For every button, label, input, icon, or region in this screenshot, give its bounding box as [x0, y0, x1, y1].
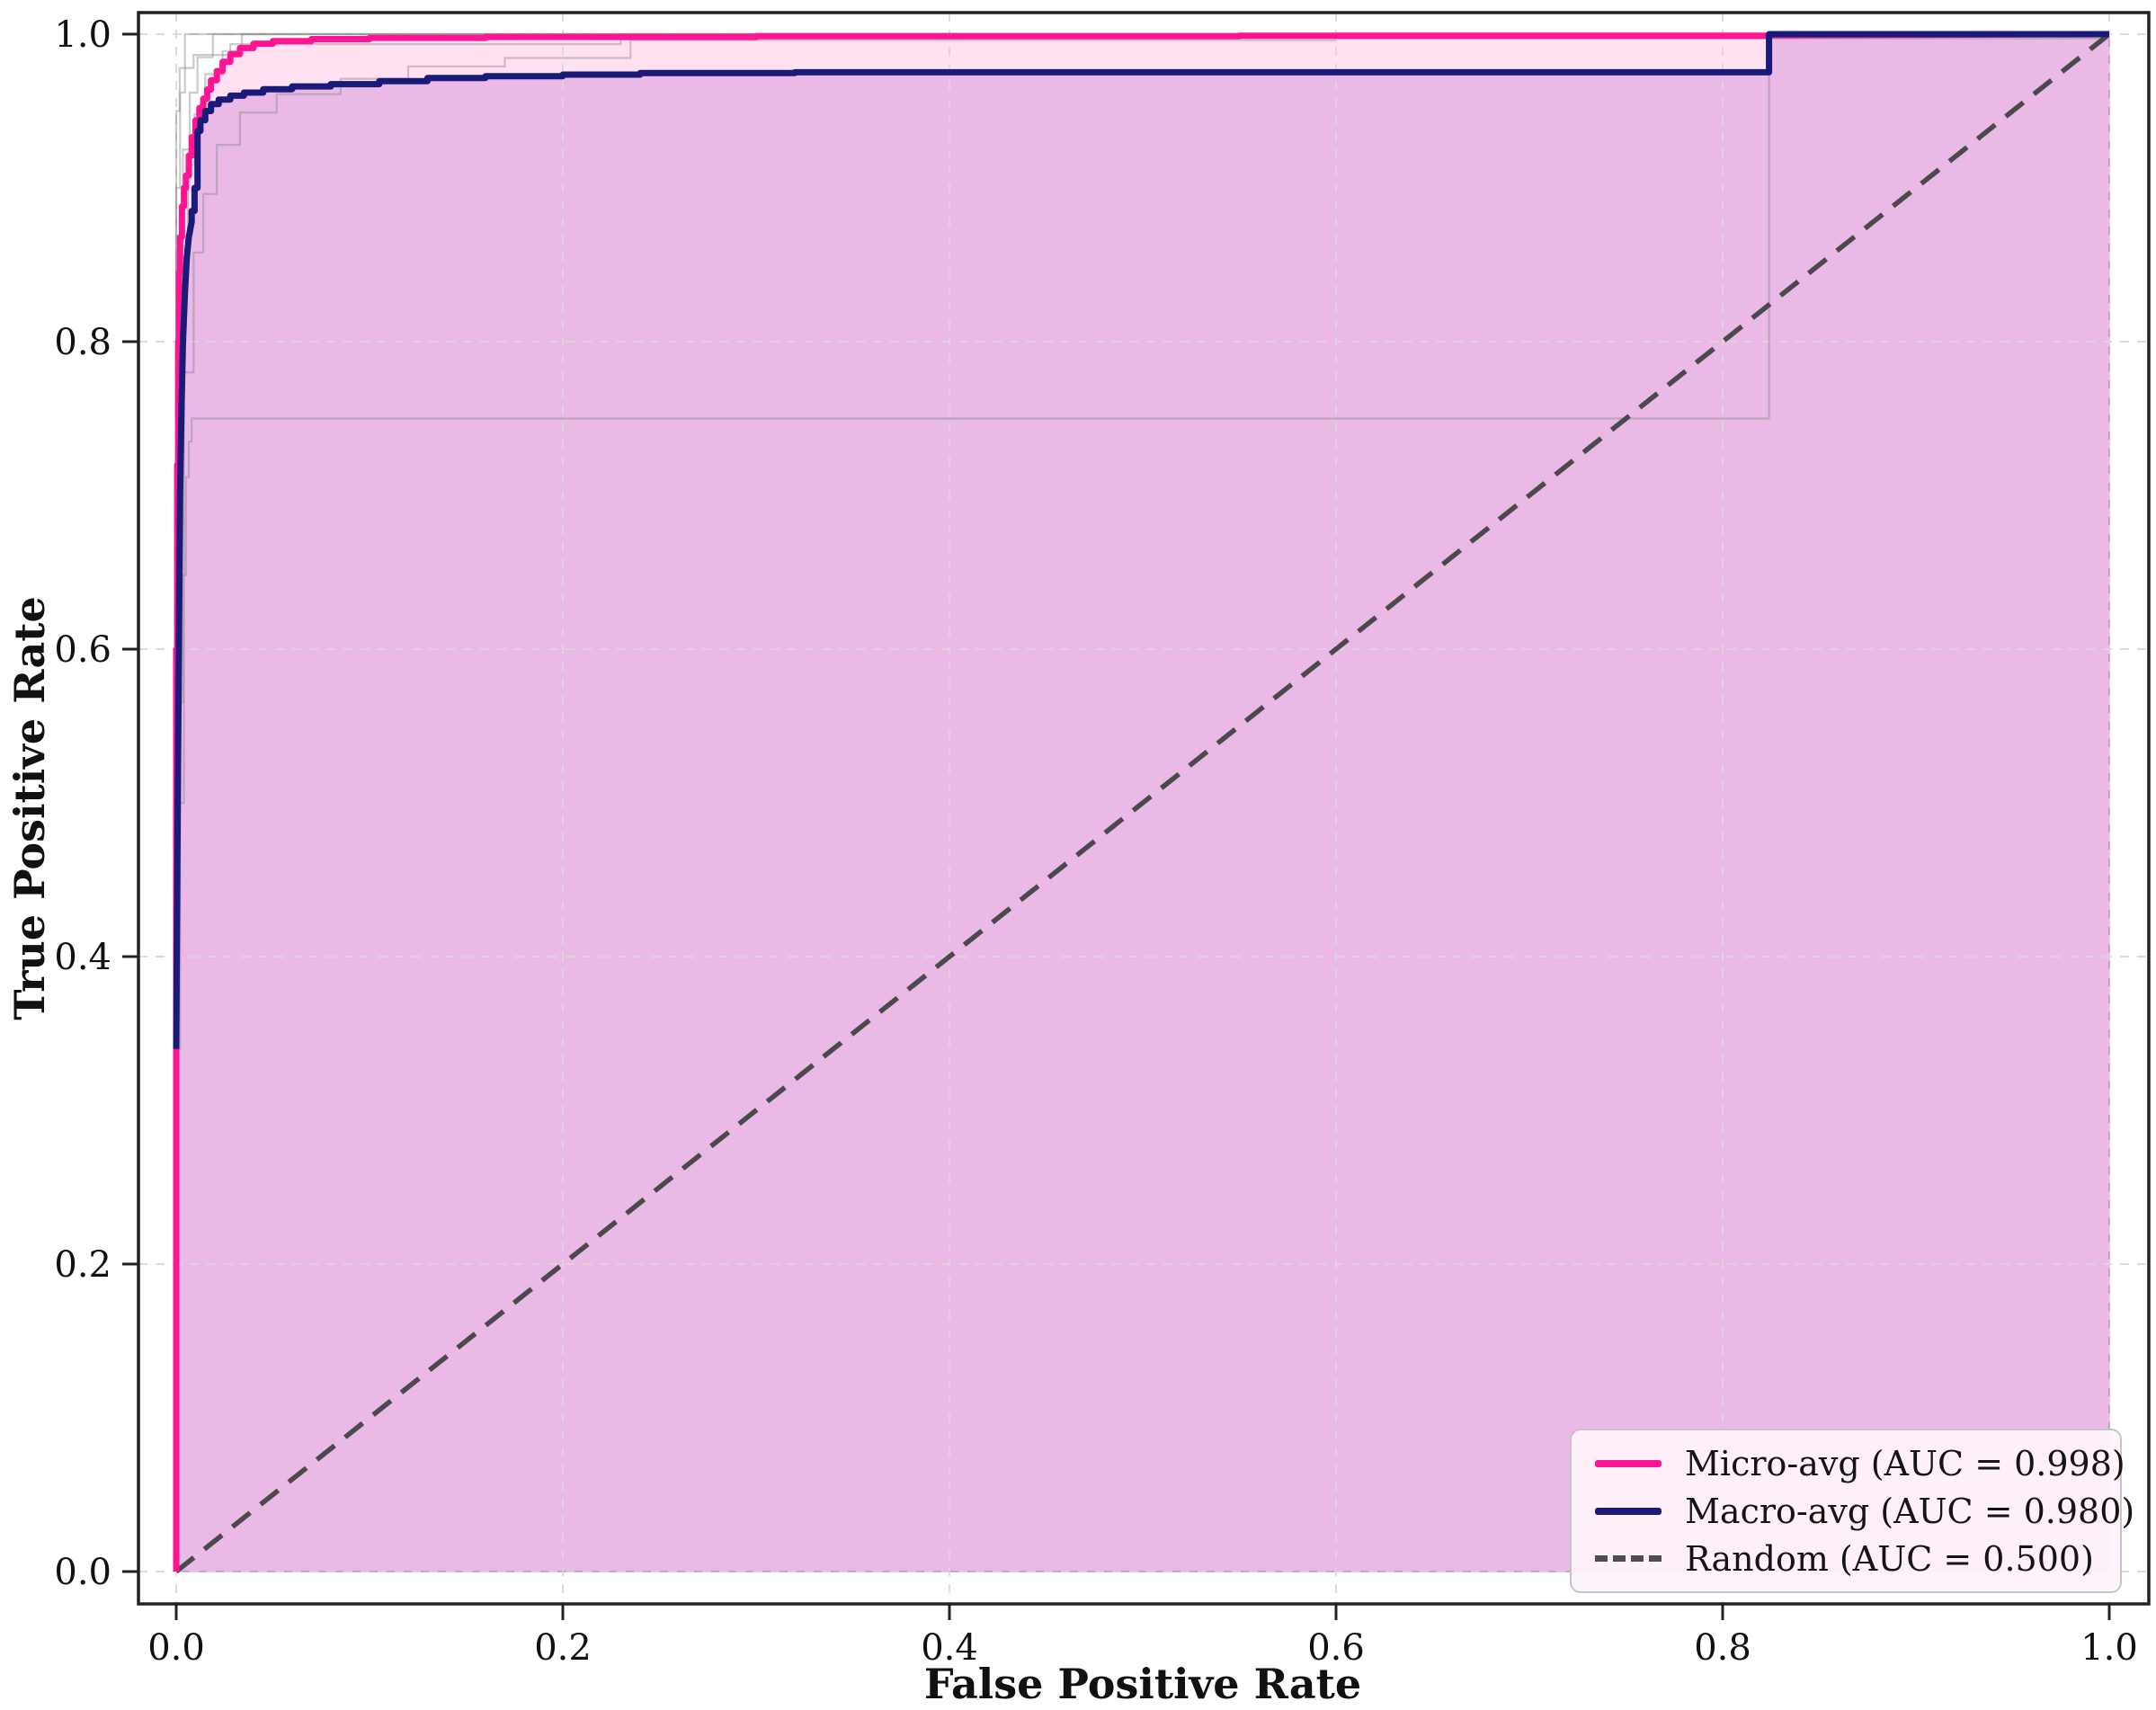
legend-label-micro-avg: Micro-avg (AUC = 0.998) — [1685, 1443, 2125, 1483]
y-tick-label: 1.0 — [54, 14, 111, 56]
macro-avg-line — [173, 31, 2109, 1049]
random-line-swatch — [1595, 1555, 1662, 1562]
legend-item-random: Random (AUC = 0.500) — [1595, 1542, 2097, 1576]
x-tick-label: 1.0 — [2080, 1627, 2138, 1669]
legend-item-micro-avg: Micro-avg (AUC = 0.998) — [1595, 1447, 2125, 1481]
legend-label-macro-avg: Macro-avg (AUC = 0.980) — [1685, 1491, 2135, 1531]
x-tick-label: 0.4 — [921, 1627, 978, 1669]
y-tick-label: 0.0 — [54, 1552, 111, 1593]
x-tick-label: 0.2 — [534, 1627, 592, 1669]
y-tick-label: 0.4 — [54, 937, 111, 978]
x-tick-label: 0.0 — [147, 1627, 205, 1669]
class-roc-1 — [174, 32, 2109, 1572]
class-roc-6 — [174, 32, 2109, 1572]
micro-avg-line — [173, 31, 2110, 1572]
micro-avg-curve — [173, 31, 2110, 1572]
axes-spines — [137, 11, 2151, 1606]
legend: Micro-avg (AUC = 0.998) Macro-avg (AUC =… — [1570, 1429, 2134, 1593]
x-tick-label: 0.6 — [1307, 1627, 1365, 1669]
y-axis-label: True Positive Rate — [5, 596, 54, 1020]
x-axis-label: False Positive Rate — [923, 1660, 1362, 1708]
x-tick-label: 0.8 — [1694, 1627, 1751, 1669]
random-baseline — [174, 31, 2111, 1574]
y-tick-label: 0.8 — [54, 322, 111, 363]
y-axis-ticks: 0.0 0.2 0.4 0.6 0.8 1.0 — [54, 14, 138, 1593]
class-roc-5 — [174, 32, 2109, 1572]
y-tick-label: 0.2 — [54, 1244, 111, 1286]
random-line — [174, 31, 2111, 1574]
x-axis-ticks: 0.0 0.2 0.4 0.6 0.8 1.0 — [147, 1604, 2138, 1669]
legend-label-random: Random (AUC = 0.500) — [1685, 1538, 2094, 1579]
macro-avg-line-swatch — [1595, 1507, 1662, 1515]
micro-avg-line-swatch — [1595, 1459, 1662, 1467]
macro-avg-curve — [173, 31, 2109, 1049]
plot-border — [137, 11, 2151, 1606]
y-tick-label: 0.6 — [54, 629, 111, 671]
class-roc-4 — [174, 32, 2109, 1572]
legend-item-macro-avg: Macro-avg (AUC = 0.980) — [1595, 1494, 2134, 1528]
